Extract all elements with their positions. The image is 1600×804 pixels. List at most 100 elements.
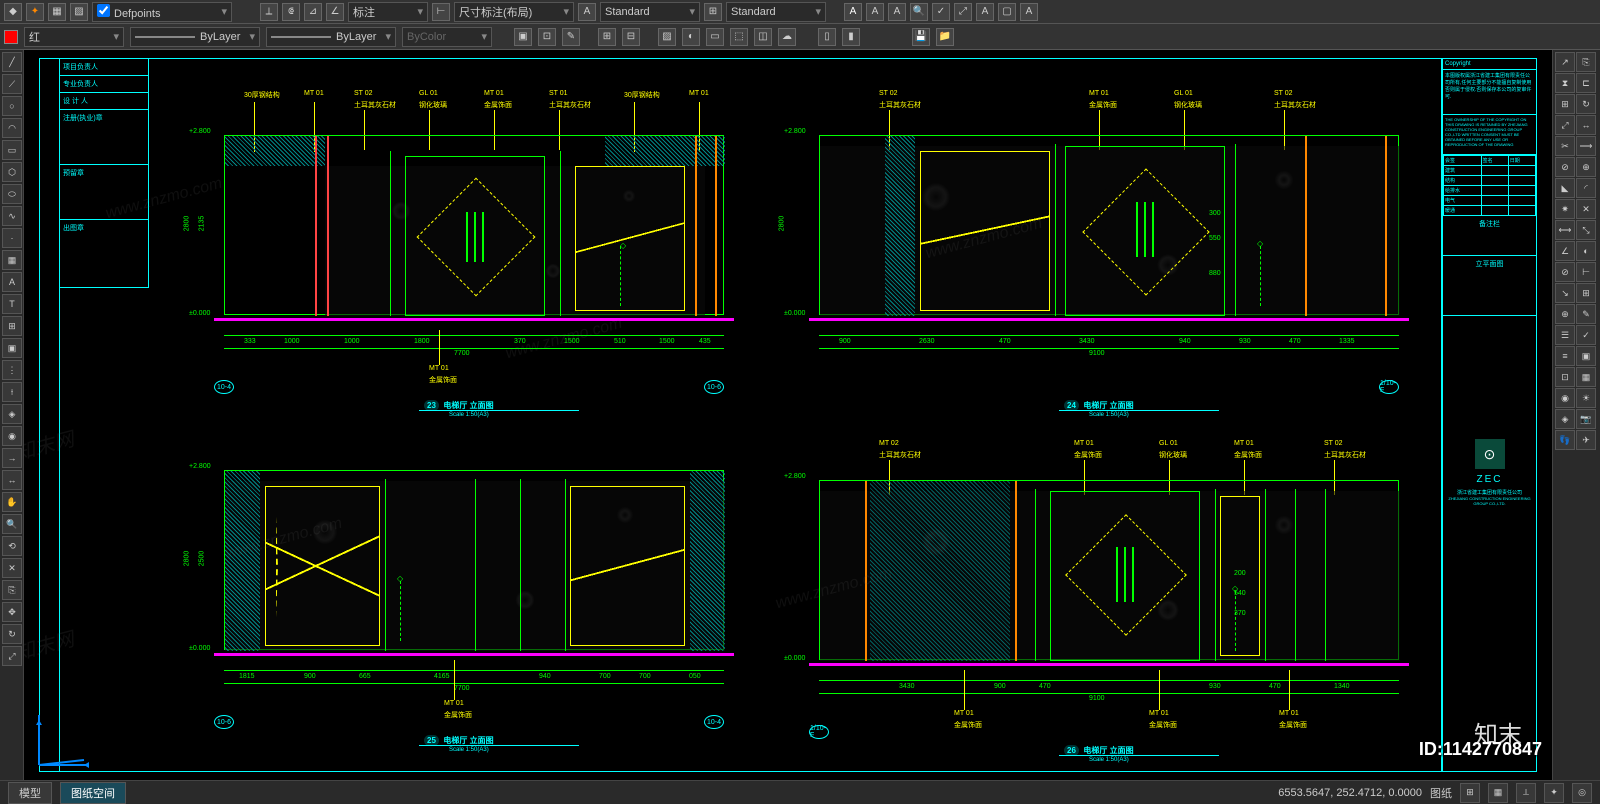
dim-aligned-icon[interactable]: ⤡ [1576, 220, 1596, 240]
hatch-tool-icon[interactable]: ▦ [2, 250, 22, 270]
modify-array-icon[interactable]: ⊞ [1555, 94, 1575, 114]
layer-dropdown[interactable]: Defpoints [92, 2, 232, 22]
material-icon[interactable]: ◈ [1555, 409, 1575, 429]
dim-icon-3[interactable]: ⊿ [304, 3, 322, 21]
tab-paper[interactable]: 图纸空间 [60, 782, 126, 804]
modify-stretch-icon[interactable]: ↔ [1576, 115, 1596, 135]
donut-icon[interactable]: ◉ [2, 426, 22, 446]
orbit-icon[interactable]: ⟲ [2, 536, 22, 556]
circle-tool-icon[interactable]: ○ [2, 96, 22, 116]
matchprop-icon[interactable]: ✓ [1576, 325, 1596, 345]
point-tool-icon[interactable]: · [2, 228, 22, 248]
polygon-tool-icon[interactable]: ⬡ [2, 162, 22, 182]
boundary-icon[interactable]: ⬚ [730, 28, 748, 46]
text-a5-icon[interactable]: A [1020, 3, 1038, 21]
modify-join-icon[interactable]: ⊕ [1576, 157, 1596, 177]
table-tool-icon[interactable]: ⊞ [704, 3, 722, 21]
tablestyle-dropdown[interactable]: Standard [726, 2, 826, 22]
modify-erase-icon[interactable]: ✕ [1576, 199, 1596, 219]
drawing-canvas[interactable]: 项目负责人 专业负责人 设 计 人 注册(执业)章 预留章 出图章 Copyri… [24, 50, 1552, 780]
text-tool-icon[interactable]: A [578, 3, 596, 21]
leader-icon[interactable]: ↘ [1555, 283, 1575, 303]
field-icon[interactable]: ▢ [998, 3, 1016, 21]
grid-toggle-icon[interactable]: ▦ [1488, 783, 1508, 803]
modify-extend-icon[interactable]: ⟶ [1576, 136, 1596, 156]
plotstyle-dropdown[interactable]: ByColor [402, 27, 492, 47]
layer-icon-2[interactable]: ▨ [70, 3, 88, 21]
walk-icon[interactable]: 👣 [1555, 430, 1575, 450]
centermark-icon[interactable]: ⊕ [1555, 304, 1575, 324]
viewport-icon[interactable]: ▯ [818, 28, 836, 46]
scale-icon[interactable]: ⤢ [954, 3, 972, 21]
xline-icon[interactable]: ↔ [2, 470, 22, 490]
modify-scale-icon[interactable]: ⤢ [1555, 115, 1575, 135]
hatch-icon[interactable]: ▨ [658, 28, 676, 46]
camera-icon[interactable]: 📷 [1576, 409, 1596, 429]
table-icon[interactable]: ⊞ [2, 316, 22, 336]
linetype-dropdown[interactable]: ByLayer [130, 27, 260, 47]
modify-fillet-icon[interactable]: ◜ [1576, 178, 1596, 198]
properties-icon[interactable]: ☰ [1555, 325, 1575, 345]
dim-icon[interactable]: ⟂ [260, 3, 278, 21]
polar-toggle-icon[interactable]: ✦ [1544, 783, 1564, 803]
spline-tool-icon[interactable]: ∿ [2, 206, 22, 226]
image-icon[interactable]: ▦ [1576, 367, 1596, 387]
tool-icon[interactable]: ✦ [26, 3, 44, 21]
tab-model[interactable]: 模型 [8, 782, 52, 804]
osnap-toggle-icon[interactable]: ◎ [1572, 783, 1592, 803]
array-icon[interactable]: ⊞ [598, 28, 616, 46]
dim-tool-icon[interactable]: ⊢ [432, 3, 450, 21]
xref-icon[interactable]: ⊡ [1555, 367, 1575, 387]
dim-radius-icon[interactable]: ◐ [1576, 241, 1596, 261]
fly-icon[interactable]: ✈ [1576, 430, 1596, 450]
dim-linear-icon[interactable]: ⟷ [1555, 220, 1575, 240]
insert-icon[interactable]: ⊡ [538, 28, 556, 46]
move-icon[interactable]: ✥ [2, 602, 22, 622]
region-tool-icon[interactable]: ◈ [2, 404, 22, 424]
rotate-icon[interactable]: ↻ [2, 624, 22, 644]
modify-mirror-icon[interactable]: ⧗ [1555, 73, 1575, 93]
text-a2-icon[interactable]: A [866, 3, 884, 21]
color-dropdown[interactable]: 红 [24, 27, 124, 47]
gradient-icon[interactable]: ◐ [682, 28, 700, 46]
dim-icon-2[interactable]: ⟃ [282, 3, 300, 21]
modify-offset-icon[interactable]: ⊏ [1576, 73, 1596, 93]
scale-tool-icon[interactable]: ⤢ [2, 646, 22, 666]
pan-icon[interactable]: ✋ [2, 492, 22, 512]
text-tool-icon[interactable]: A [2, 272, 22, 292]
wipeout-icon[interactable]: ◫ [754, 28, 772, 46]
viewport2-icon[interactable]: ▮ [842, 28, 860, 46]
rectangle-tool-icon[interactable]: ▭ [2, 140, 22, 160]
dim-diameter-icon[interactable]: ⊘ [1555, 262, 1575, 282]
text-a-icon[interactable]: A [844, 3, 862, 21]
arc-tool-icon[interactable]: ◠ [2, 118, 22, 138]
measure-icon[interactable]: ⟊ [2, 382, 22, 402]
erase-icon[interactable]: ✕ [2, 558, 22, 578]
edit-icon[interactable]: ✎ [562, 28, 580, 46]
light-icon[interactable]: ☀ [1576, 388, 1596, 408]
dim-icon-4[interactable]: ∠ [326, 3, 344, 21]
lineweight-dropdown[interactable]: ByLayer [266, 27, 396, 47]
dim-edit-icon[interactable]: ✎ [1576, 304, 1596, 324]
mtext-tool-icon[interactable]: T [2, 294, 22, 314]
textstyle-dropdown[interactable]: Standard [600, 2, 700, 22]
modify-move-icon[interactable]: ↗ [1555, 52, 1575, 72]
open-icon[interactable]: 📁 [936, 28, 954, 46]
modify-copy-icon[interactable]: ⎘ [1576, 52, 1596, 72]
modify-rotate-icon[interactable]: ↻ [1576, 94, 1596, 114]
block-tool-icon[interactable]: ▣ [2, 338, 22, 358]
dim-angular-icon[interactable]: ∠ [1555, 241, 1575, 261]
spell-icon[interactable]: ✓ [932, 3, 950, 21]
color-swatch[interactable] [4, 30, 18, 44]
text-a4-icon[interactable]: A [976, 3, 994, 21]
block-edit-icon[interactable]: ▣ [1576, 346, 1596, 366]
modify-explode-icon[interactable]: ✷ [1555, 199, 1575, 219]
modify-break-icon[interactable]: ⊘ [1555, 157, 1575, 177]
divide-icon[interactable]: ⋮ [2, 360, 22, 380]
snap-icon[interactable]: ◆ [4, 3, 22, 21]
region-icon[interactable]: ▭ [706, 28, 724, 46]
dim-ordinate-icon[interactable]: ⊢ [1576, 262, 1596, 282]
snap-toggle-icon[interactable]: ⊞ [1460, 783, 1480, 803]
render-icon[interactable]: ◉ [1555, 388, 1575, 408]
modify-chamfer-icon[interactable]: ◣ [1555, 178, 1575, 198]
